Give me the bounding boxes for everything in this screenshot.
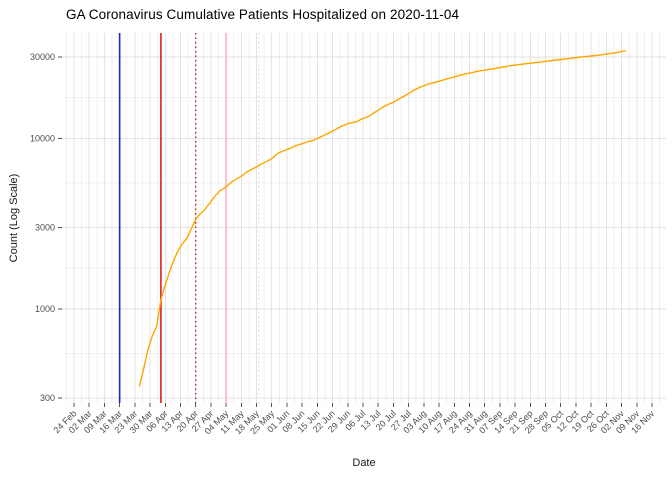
y-tick-label: 3000 (35, 223, 55, 233)
x-axis-title: Date (352, 457, 376, 469)
y-axis-title: Count (Log Scale) (8, 173, 20, 263)
series-line-cumulative-patients-hospitalized (138, 49, 627, 387)
chart-title: GA Coronavirus Cumulative Patients Hospi… (66, 7, 460, 22)
y-tick-label: 300 (40, 393, 55, 403)
y-tick-label: 30000 (30, 52, 55, 62)
y-tick-label: 10000 (30, 133, 55, 143)
y-tick-label: 1000 (35, 304, 55, 314)
